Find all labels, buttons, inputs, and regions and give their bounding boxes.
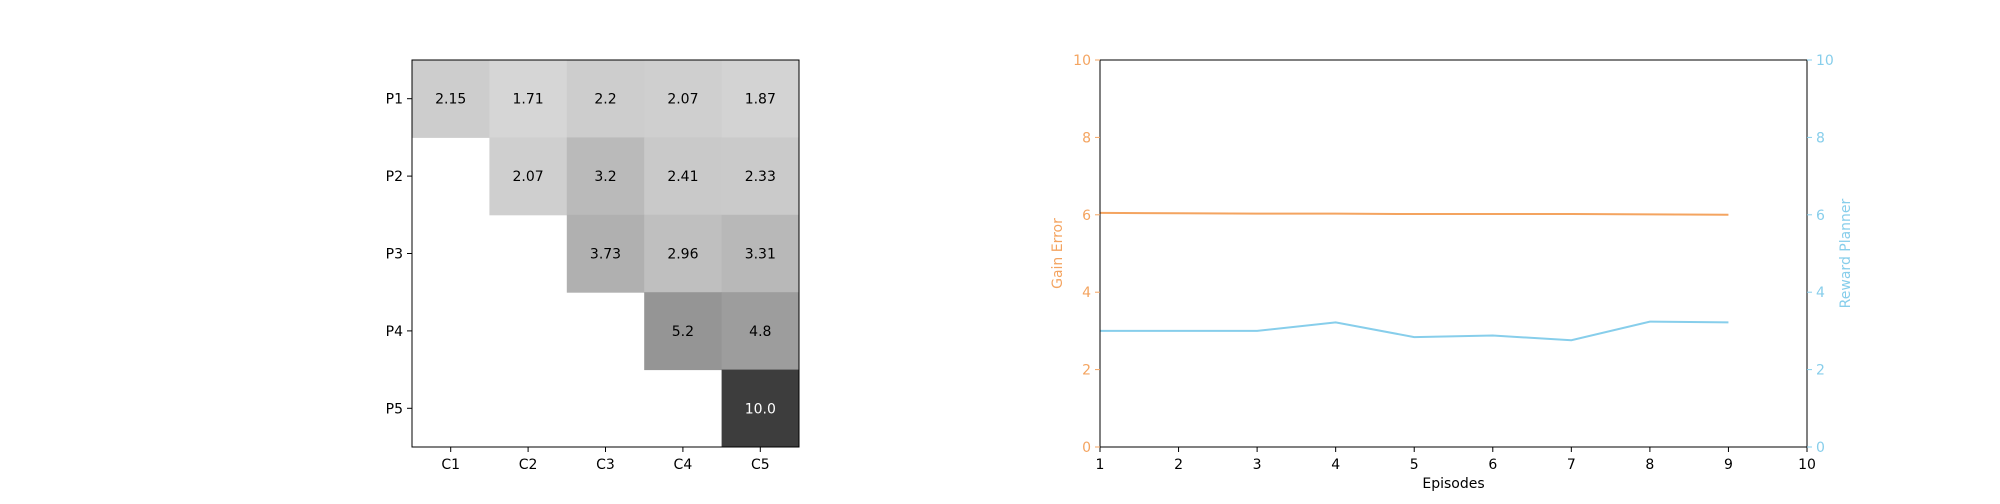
heatmap-value-label: 2.07 <box>667 92 698 108</box>
heatmap-cell <box>566 137 645 216</box>
heatmap-cell <box>412 60 490 138</box>
heatmap-value-label: 2.07 <box>513 169 544 185</box>
line-chart: 1 2 3 4 5 6 7 8 9 10 Episodes 0 2 4 6 8 10 Gain Error 0 2 4 6… <box>1050 53 1854 492</box>
x-tick-label: 6 <box>1488 457 1497 473</box>
right-y-tick-label: 10 <box>1816 53 1834 69</box>
heatmap-row-label: P3 <box>386 247 403 263</box>
heatmap-value-label: 1.87 <box>745 92 776 108</box>
heatmap-value-label: 2.2 <box>594 92 616 108</box>
heatmap-value-label: 3.73 <box>590 247 621 263</box>
right-y-axis-label: Reward Planner <box>1838 198 1854 308</box>
left-y-axis-label: Gain Error <box>1050 218 1066 289</box>
heatmap-cell <box>566 60 645 138</box>
heatmap-cell <box>566 214 645 293</box>
left-y-tick-label: 8 <box>1082 130 1091 146</box>
reward-planner-series-line <box>1100 320 1729 342</box>
x-tick-label: 10 <box>1798 457 1816 473</box>
x-tick-label: 4 <box>1331 457 1340 473</box>
left-y-tick-label: 6 <box>1082 208 1091 224</box>
heatmap-cell <box>721 292 800 371</box>
heatmap-cell <box>644 60 723 138</box>
left-y-tick-label: 10 <box>1073 53 1091 69</box>
right-y-tick-label: 8 <box>1816 130 1825 146</box>
x-tick-label: 9 <box>1724 457 1733 473</box>
right-y-tick-label: 2 <box>1816 363 1825 379</box>
right-y-tick-label: 0 <box>1816 440 1825 456</box>
heatmap-cell <box>489 60 568 138</box>
heatmap-row-label: P5 <box>386 401 403 417</box>
x-axis-label: Episodes <box>1422 476 1484 492</box>
heatmap-value-label: 1.71 <box>513 92 544 108</box>
x-tick-label: 1 <box>1096 457 1105 473</box>
heatmap-value-label: 10.0 <box>745 401 776 417</box>
left-y-tick-label: 4 <box>1082 285 1091 301</box>
heatmap-cell <box>644 137 723 216</box>
heatmap-cell <box>644 214 723 293</box>
heatmap-value-label: 5.2 <box>672 324 694 340</box>
right-y-tick-label: 6 <box>1816 208 1825 224</box>
heatmap-value-label: 3.2 <box>594 169 616 185</box>
heatmap-col-label: C3 <box>596 457 615 473</box>
heatmap-value-label: 4.8 <box>749 324 771 340</box>
heatmap-chart: 2.15 1.71 2.2 2.07 1.87 2.07 3.2 2.41 2.33 3.73 2.… <box>386 59 800 473</box>
heatmap-row-label: P1 <box>386 92 403 108</box>
left-y-tick-label: 0 <box>1082 440 1091 456</box>
heatmap-col-label: C2 <box>519 457 538 473</box>
right-y-tick-label: 4 <box>1816 285 1825 301</box>
x-tick-label: 7 <box>1567 457 1576 473</box>
heatmap-cell <box>721 137 800 216</box>
heatmap-row-label: P2 <box>386 169 403 185</box>
heatmap-col-label: C5 <box>751 457 770 473</box>
heatmap-row-label: P4 <box>386 324 403 340</box>
heatmap-cell <box>644 292 723 371</box>
x-tick-label: 5 <box>1410 457 1419 473</box>
gain-error-series-line <box>1099 211 1729 216</box>
heatmap-value-label: 2.41 <box>667 169 698 185</box>
heatmap-value-label: 2.96 <box>667 247 698 263</box>
heatmap-cell <box>721 214 800 293</box>
x-tick-label: 8 <box>1645 457 1654 473</box>
heatmap-value-label: 2.33 <box>745 169 776 185</box>
heatmap-cell <box>489 137 568 216</box>
left-y-tick-label: 2 <box>1082 363 1091 379</box>
heatmap-col-label: C4 <box>674 457 693 473</box>
heatmap-cell <box>721 60 800 138</box>
heatmap-col-label: C1 <box>441 457 460 473</box>
x-tick-label: 2 <box>1174 457 1183 473</box>
heatmap-value-label: 3.31 <box>745 247 776 263</box>
heatmap-value-label: 2.15 <box>435 92 466 108</box>
x-tick-label: 3 <box>1253 457 1262 473</box>
heatmap-cell <box>721 369 800 448</box>
